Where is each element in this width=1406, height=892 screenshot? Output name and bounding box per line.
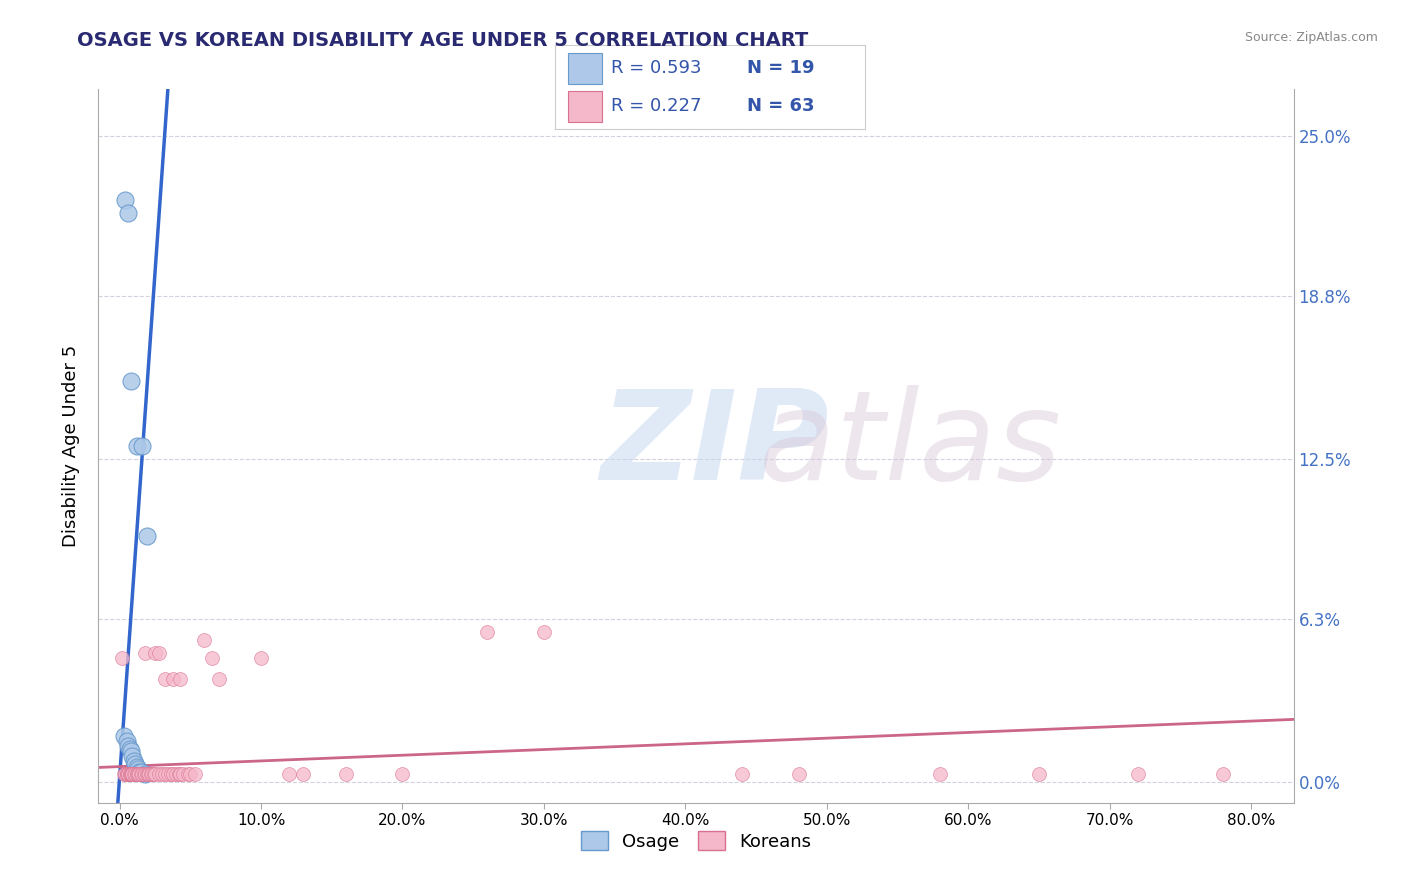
Point [183,767,205,781]
Point [121,767,143,781]
Point [1028,767,1050,781]
Point [120,375,142,389]
Point [208,672,231,686]
Point [115,733,138,747]
Point [115,767,138,781]
Point [477,625,499,640]
Point [148,646,170,660]
Point [127,762,149,776]
Point [134,767,156,781]
Point [121,749,143,764]
Point [112,767,135,781]
Point [117,767,139,781]
Text: Source: ZipAtlas.com: Source: ZipAtlas.com [1244,31,1378,45]
Point [156,767,179,781]
Point [159,767,181,781]
Point [132,767,155,781]
Y-axis label: Disability Age Under 5: Disability Age Under 5 [62,345,80,547]
Point [120,744,142,758]
Point [153,672,176,686]
Point [118,767,141,781]
Point [122,755,145,769]
Point [115,767,138,781]
Point [136,767,159,781]
Point [131,767,153,781]
Point [153,767,176,781]
Point [125,767,148,781]
Point [172,767,194,781]
Point [118,741,141,756]
Point [125,759,148,773]
Point [179,767,201,781]
Point [117,739,139,753]
Point [129,764,152,779]
Point [134,646,156,660]
Point [142,767,165,781]
Point [250,651,273,665]
Point [124,757,146,772]
Point [114,767,136,781]
Point [141,767,163,781]
Point [278,767,301,781]
Point [118,767,141,781]
Point [148,767,170,781]
Point [120,767,142,781]
Point [533,625,555,640]
Point [143,767,166,781]
Point [131,439,153,453]
Point [124,767,146,781]
Point [162,672,184,686]
Point [125,439,148,453]
Bar [568,54,602,84]
Point [122,767,145,781]
Point [150,767,173,781]
Point [128,767,150,781]
Point [134,767,156,781]
Point [117,767,139,781]
Point [111,651,134,665]
Point [169,672,191,686]
Point [127,767,149,781]
Point [138,767,160,781]
Point [143,646,166,660]
Bar [568,91,602,121]
Text: N = 19: N = 19 [747,60,814,78]
Point [128,764,150,779]
Point [135,767,157,781]
Point [139,767,162,781]
Point [162,767,184,781]
Legend: Osage, Koreans: Osage, Koreans [574,824,818,858]
Text: ZIP: ZIP [600,385,830,507]
Point [167,767,190,781]
Point [135,529,157,543]
Point [121,767,143,781]
Point [1126,767,1149,781]
Point [929,767,952,781]
Point [112,729,135,743]
Text: R = 0.227: R = 0.227 [612,97,702,115]
Point [200,651,222,665]
Point [169,767,191,781]
Point [125,767,148,781]
Point [114,194,136,208]
Point [335,767,357,781]
Text: OSAGE VS KOREAN DISABILITY AGE UNDER 5 CORRELATION CHART: OSAGE VS KOREAN DISABILITY AGE UNDER 5 C… [77,31,808,50]
Point [292,767,315,781]
Text: R = 0.593: R = 0.593 [612,60,702,78]
Point [193,632,215,647]
Point [165,767,187,781]
Point [117,206,139,220]
Point [787,767,810,781]
Text: atlas: atlas [600,385,1062,507]
Point [176,767,198,781]
Point [129,767,152,781]
Point [731,767,754,781]
Point [391,767,413,781]
Point [120,767,142,781]
Point [1212,767,1234,781]
Text: N = 63: N = 63 [747,97,814,115]
